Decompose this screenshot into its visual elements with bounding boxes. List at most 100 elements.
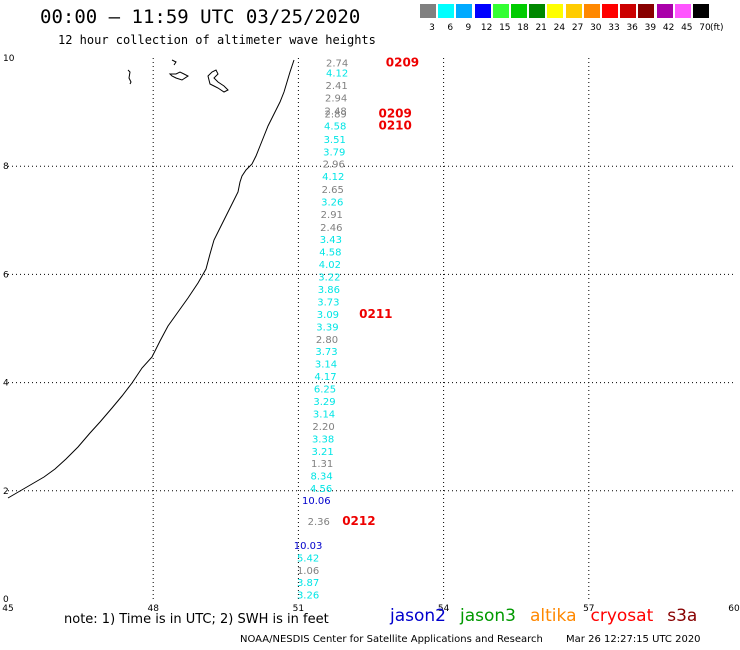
wave-height-value: 1.31	[311, 459, 333, 470]
legend-swatch	[656, 4, 673, 18]
island-group	[127, 59, 229, 93]
legend-label: 39	[644, 23, 657, 33]
legend-swatch	[602, 4, 618, 18]
legend-swatch	[693, 4, 709, 18]
wave-height-value: 2.20	[312, 422, 334, 433]
legend-swatch	[583, 4, 600, 18]
wave-height-value: 10.06	[302, 496, 331, 507]
wave-height-value: 3.26	[321, 197, 343, 208]
note-text: note: 1) Time is in UTC; 2) SWH is in fe…	[64, 612, 329, 627]
satellite-altika: altika	[530, 606, 577, 626]
page-subtitle: 12 hour collection of altimeter wave hei…	[58, 33, 376, 47]
legend-swatch	[492, 4, 509, 18]
legend-label: 21	[535, 23, 547, 33]
wave-height-value: 3.14	[315, 360, 337, 371]
legend-swatch	[565, 4, 582, 18]
wave-height-value: 2.91	[321, 210, 343, 221]
longitude-label: 57	[583, 604, 594, 614]
legend-label: 33	[608, 23, 620, 33]
legend-label: 70	[699, 23, 711, 33]
pass-time-label: 0212	[342, 514, 375, 528]
legend-label: 45	[681, 23, 693, 33]
wave-height-value: 3.14	[313, 409, 335, 420]
legend-label: 9	[465, 23, 472, 33]
wave-height-value: 8.34	[310, 472, 332, 483]
wave-height-value: 1.06	[297, 566, 319, 577]
legend-label: 15	[499, 23, 511, 33]
wave-height-value: 3.09	[317, 310, 339, 321]
latitude-label: 4	[3, 379, 9, 389]
wave-height-value: 3.39	[316, 322, 338, 333]
wave-height-value: 3.43	[320, 235, 342, 246]
wave-height-value: 2.36	[308, 517, 330, 528]
wave-height-value: 2.41	[326, 81, 348, 92]
pass-time-label: 0209	[378, 107, 411, 121]
wave-height-value: 4.56	[310, 484, 332, 495]
wave-height-value: 3.21	[311, 447, 333, 458]
wave-height-value: 5.42	[297, 553, 319, 564]
legend-label: 24	[553, 23, 566, 33]
wave-height-value: 2.74	[326, 58, 348, 69]
longitude-label: 51	[293, 604, 304, 614]
legend-swatch	[620, 4, 637, 18]
wave-height-value: 4.58	[319, 248, 341, 259]
longitude-label: 45	[2, 604, 13, 614]
wave-height-value: 2.46	[320, 223, 342, 234]
wave-height-value: 3.73	[315, 347, 337, 358]
wave-height-value: 4.02	[319, 260, 341, 271]
legend-label: 6	[447, 23, 454, 33]
legend-label: 42	[662, 23, 675, 33]
wave-height-value: 3.51	[324, 135, 346, 146]
wave-height-value: 2.94	[325, 93, 347, 104]
wave-height-value: 4.58	[324, 122, 346, 133]
legend-swatch	[456, 4, 473, 18]
latitude-label: 0	[3, 595, 9, 605]
wave-height-value: 3.73	[317, 297, 339, 308]
wave-height-value: 10.03	[294, 541, 323, 552]
legend-label: 12	[480, 23, 493, 33]
wave-height-value: 3.26	[297, 591, 319, 602]
legend-label: 27	[571, 23, 584, 33]
latitude-label: 8	[3, 162, 9, 172]
coastline	[7, 59, 295, 499]
wave-height-value: 6.25	[314, 385, 336, 396]
wave-height-value: 2.96	[323, 159, 345, 170]
latitude-label: 2	[3, 487, 9, 497]
credit-source: NOAA/NESDIS Center for Satellite Applica…	[240, 634, 543, 645]
wave-height-value: 3.22	[318, 273, 340, 284]
wave-height-value: 4.12	[326, 69, 348, 80]
satellite-s3a: s3a	[667, 606, 698, 626]
pass-time-label: 0210	[378, 119, 411, 133]
wave-height-value: 2.80	[316, 335, 338, 346]
axis-labels: 45 48 51 54 57 60 0 2 4 6 8 10	[2, 54, 740, 614]
pass-time-label: 0209	[386, 55, 419, 69]
satellite-jason3: jason3	[460, 606, 516, 626]
longitude-label: 60	[728, 604, 740, 614]
wave-height-value: 2.65	[322, 185, 344, 196]
wave-height-value: 3.38	[312, 434, 334, 445]
legend-swatch	[511, 4, 527, 18]
legend-unit: (ft)	[710, 23, 724, 33]
wave-height-value: 3.86	[318, 285, 340, 296]
map-grid	[8, 58, 734, 599]
latitude-label: 6	[3, 270, 9, 280]
page-title: 00:00 – 11:59 UTC 03/25/2020	[40, 6, 361, 28]
wave-height-value: 3.79	[323, 148, 345, 159]
pass-time-label: 0211	[359, 307, 392, 321]
legend-label: 30	[590, 23, 602, 33]
generated-timestamp: Mar 26 12:27:15 UTC 2020	[566, 634, 701, 645]
wave-height-value: 2.89	[325, 110, 347, 121]
wave-height-value: 3.87	[297, 578, 319, 589]
latitude-label: 10	[3, 54, 15, 64]
legend-swatch	[638, 4, 655, 18]
wave-height-observations: 2.744.122.412.942.482.894.583.513.792.96…	[294, 58, 348, 601]
credit-line: NOAA/NESDIS Center for Satellite Applica…	[240, 634, 701, 645]
longitude-label: 54	[438, 604, 450, 614]
wave-height-value: 4.12	[322, 172, 344, 183]
legend-label: 18	[517, 23, 529, 33]
wave-height-value: 4.17	[314, 372, 336, 383]
longitude-label: 48	[147, 604, 159, 614]
legend-label: 3	[429, 23, 435, 33]
wave-height-value: 3.29	[313, 397, 335, 408]
